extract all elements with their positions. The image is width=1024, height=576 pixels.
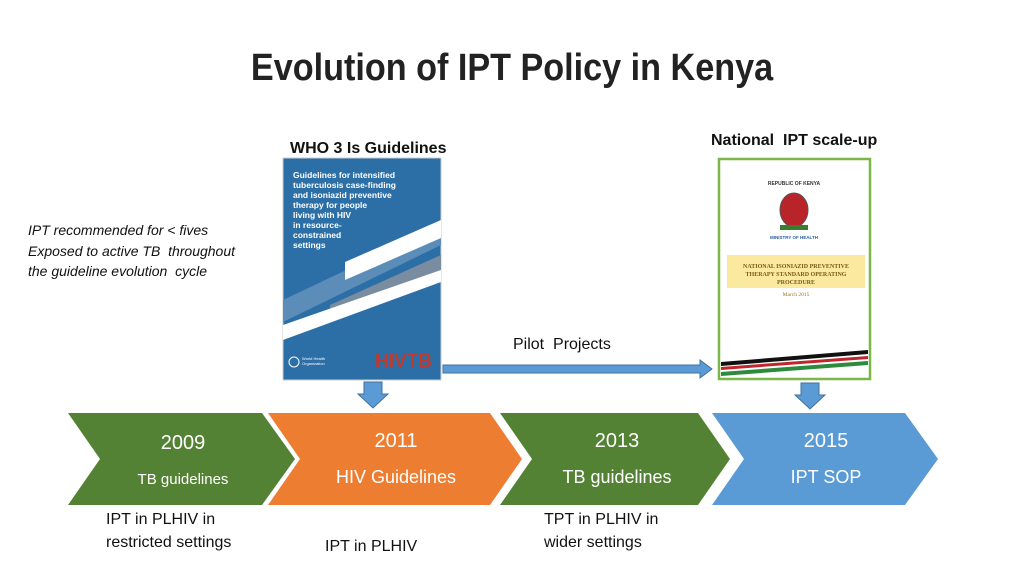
cover-text: in resource- [293, 220, 342, 230]
cover-stripe [345, 220, 441, 280]
kenya-cover: REPUBLIC OF KENYA MINISTRY OF HEALTH NAT… [717, 157, 872, 381]
slide-title: Evolution of IPT Policy in Kenya [251, 45, 774, 88]
below-note: IPT in PLHIV in [106, 511, 215, 528]
cover-text: living with HIV [293, 210, 351, 220]
flag-stripe [721, 350, 868, 366]
timeline-label: HIV Guidelines [336, 467, 456, 487]
cover-text: March 2015 [783, 292, 810, 298]
timeline-year: 2013 [595, 430, 640, 452]
cover-text: MINISTRY OF HEALTH [770, 235, 818, 240]
timeline-year: 2009 [161, 432, 206, 454]
coat-of-arms [780, 225, 808, 230]
cover-text: REPUBLIC OF KENYA [768, 181, 821, 187]
national-label: National IPT scale-up [711, 132, 877, 149]
cover-text: Guidelines for intensified [293, 170, 395, 180]
cover-text: tuberculosis case-finding [293, 180, 396, 190]
cover-text: PROCEDURE [777, 280, 815, 286]
chevron [68, 413, 295, 505]
pilot-label: Pilot Projects [513, 336, 611, 353]
cover-text: and isoniazid preventive [293, 190, 392, 200]
down-arrow [793, 382, 827, 410]
who-label: WHO 3 Is Guidelines [290, 140, 447, 157]
who-emblem [288, 356, 300, 368]
coat-of-arms [779, 192, 809, 228]
cover-band [727, 255, 865, 288]
chevron [500, 413, 730, 505]
cover-logo: HIVTB [375, 351, 432, 372]
below-note: TPT in PLHIV in [544, 511, 658, 528]
timeline-label: TB guidelines [138, 471, 229, 488]
chevron [712, 413, 938, 505]
chevron [268, 413, 522, 505]
cover-stripe [283, 270, 441, 340]
cover-text: settings [293, 240, 326, 250]
timeline-year: 2011 [374, 430, 417, 452]
timeline-label: IPT SOP [791, 467, 862, 487]
below-note: IPT in PLHIV [325, 538, 418, 555]
timeline-label: TB guidelines [562, 467, 671, 487]
flag-stripe [721, 356, 868, 370]
cover-text: Organization [302, 361, 325, 366]
who-cover: Guidelines for intensified tuberculosis … [282, 157, 442, 381]
cover-text: therapy for people [293, 200, 367, 210]
cover-text: NATIONAL ISONIAZID PREVENTIVE [743, 264, 849, 270]
right-arrow [442, 359, 713, 379]
down-arrow [356, 381, 390, 409]
cover-text: World Health [302, 356, 325, 361]
note-line: IPT recommended for < fives [28, 222, 208, 238]
timeline-year: 2015 [804, 430, 849, 452]
below-note: restricted settings [106, 534, 231, 551]
flag-stripe [721, 361, 868, 376]
note-line: Exposed to active TB throughout [28, 243, 236, 259]
cover-text: THERAPY STANDARD OPERATING [746, 272, 847, 278]
note-line: the guideline evolution cycle [28, 263, 207, 279]
below-note: wider settings [543, 534, 642, 551]
cover-text: constrained [293, 230, 341, 240]
